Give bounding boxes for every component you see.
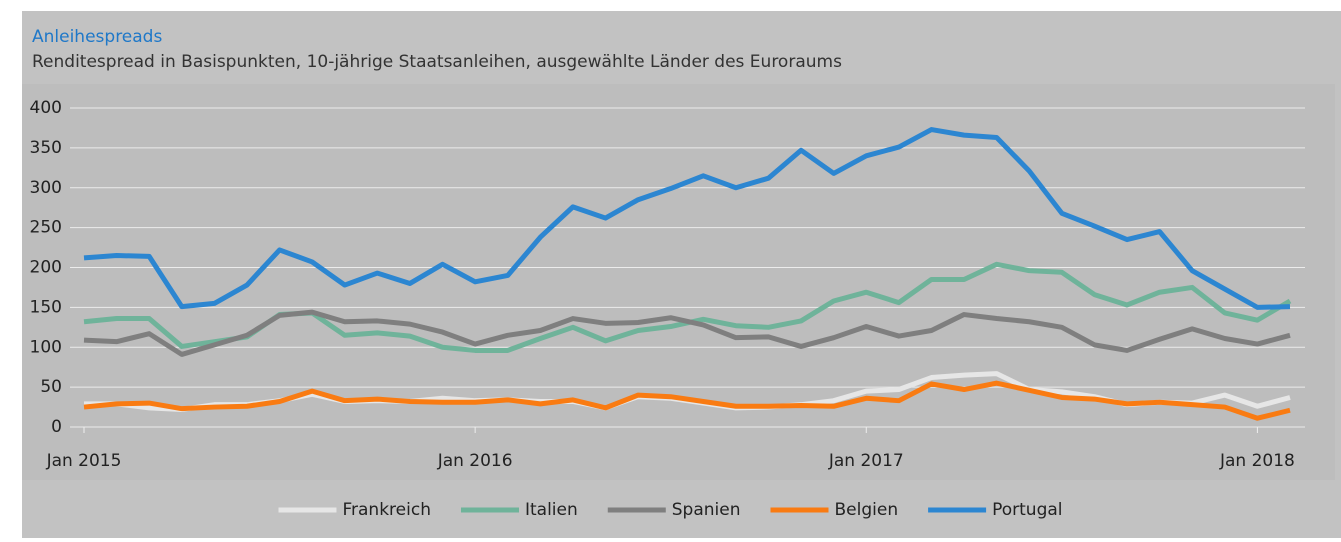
y-tick-label: 250 [30, 218, 62, 238]
y-tick-label: 400 [30, 98, 62, 118]
chart-title: Anleihespreads [32, 27, 162, 47]
legend-label: Belgien [835, 500, 899, 520]
y-tick-label: 200 [30, 258, 62, 278]
x-tick-label: Jan 2018 [1219, 451, 1295, 471]
series-line [83, 127, 1291, 310]
series-line [83, 309, 1291, 357]
legend-label: Portugal [992, 500, 1062, 520]
y-tick-label: 0 [51, 417, 62, 437]
chart-subtitle: Renditespread in Basispunkten, 10-jährig… [32, 52, 842, 72]
y-tick-label: 350 [30, 138, 62, 158]
x-tick-label: Jan 2017 [828, 451, 904, 471]
series-line [83, 380, 1291, 421]
y-tick-label: 300 [30, 178, 62, 198]
plot-area [22, 84, 1335, 480]
x-tick-label: Jan 2015 [46, 451, 122, 471]
legend-label: Spanien [672, 500, 741, 520]
y-tick-label: 150 [30, 297, 62, 317]
y-tick-label: 100 [30, 337, 62, 357]
legend-label: Italien [525, 500, 578, 520]
y-tick-label: 50 [40, 377, 62, 397]
x-tick-label: Jan 2016 [437, 451, 513, 471]
legend-label: Frankreich [342, 500, 431, 520]
